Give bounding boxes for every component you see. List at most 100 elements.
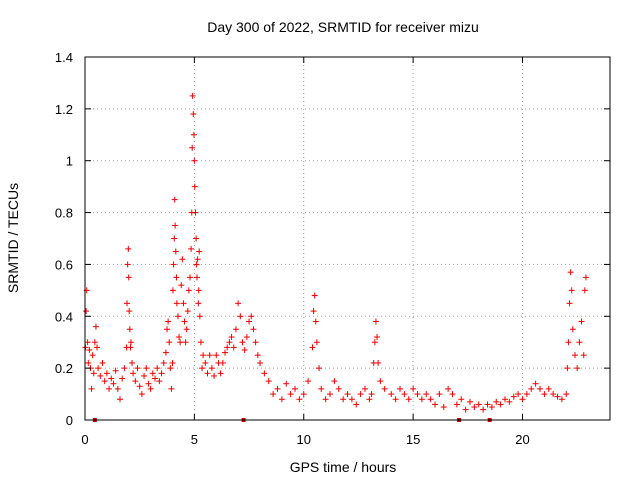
data-point	[467, 398, 473, 405]
data-point	[432, 401, 438, 408]
data-point	[149, 370, 156, 377]
data-point	[83, 308, 90, 315]
data-point	[171, 196, 178, 203]
data-point	[112, 367, 119, 374]
y-tick-label: 1.4	[55, 50, 73, 65]
data-point	[125, 274, 132, 281]
data-point	[502, 396, 508, 403]
data-point	[397, 385, 403, 392]
data-point	[554, 393, 561, 400]
data-point	[170, 261, 177, 268]
data-point	[305, 378, 312, 385]
data-point	[89, 352, 96, 359]
data-point	[537, 385, 543, 392]
data-point	[181, 318, 188, 325]
data-point	[445, 385, 452, 392]
data-point	[184, 308, 191, 315]
data-point	[523, 391, 530, 398]
data-point	[274, 385, 281, 392]
data-point	[191, 183, 198, 190]
data-point	[126, 308, 133, 315]
data-point	[106, 385, 113, 392]
data-point	[132, 378, 139, 385]
data-point	[193, 261, 200, 268]
data-point	[292, 385, 298, 392]
data-point	[138, 391, 145, 398]
data-point	[222, 349, 228, 356]
data-point	[224, 344, 231, 351]
data-point	[176, 334, 183, 341]
y-tick-label: 0.4	[55, 309, 73, 324]
data-point	[381, 385, 388, 392]
data-point	[219, 359, 226, 366]
data-point	[510, 393, 517, 400]
data-point	[95, 365, 102, 372]
data-point	[228, 334, 235, 341]
data-point	[126, 326, 133, 333]
data-point	[160, 359, 167, 366]
data-point	[208, 365, 215, 372]
data-point	[327, 391, 333, 398]
data-point	[168, 385, 175, 392]
data-point	[484, 401, 491, 408]
data-point	[197, 339, 204, 346]
data-point	[480, 406, 487, 413]
data-point	[574, 365, 581, 372]
data-point	[287, 391, 294, 398]
data-point	[344, 391, 351, 398]
x-tick-label: 20	[515, 432, 529, 447]
data-point	[545, 385, 552, 392]
data-point	[129, 359, 136, 366]
data-point	[374, 334, 381, 341]
data-point	[581, 287, 588, 294]
data-point	[188, 245, 195, 252]
data-point	[164, 326, 171, 333]
data-point	[145, 380, 152, 387]
data-point	[117, 396, 123, 403]
data-point	[568, 287, 575, 294]
data-point	[427, 396, 434, 403]
data-point	[194, 274, 200, 281]
data-point	[147, 385, 154, 392]
data-point	[124, 261, 131, 268]
data-point	[172, 248, 179, 255]
data-point	[86, 346, 93, 353]
data-point	[564, 365, 571, 372]
data-point	[265, 378, 272, 385]
data-point	[353, 401, 360, 408]
data-point	[572, 352, 578, 359]
data-point	[173, 300, 180, 307]
data-point	[248, 313, 255, 320]
data-point	[270, 391, 277, 398]
data-point	[488, 404, 495, 411]
data-point	[165, 318, 172, 325]
data-point	[372, 318, 379, 325]
data-point	[124, 300, 130, 307]
data-point	[162, 349, 169, 356]
data-point	[278, 396, 285, 403]
axis-ticks	[84, 56, 610, 421]
data-point	[368, 391, 375, 398]
data-point	[566, 300, 573, 307]
data-point	[182, 339, 189, 346]
data-point	[206, 352, 213, 359]
data-point	[97, 372, 104, 379]
data-point	[257, 359, 263, 366]
data-point	[169, 287, 176, 294]
data-point	[541, 391, 548, 398]
data-point	[199, 365, 206, 372]
data-point	[567, 269, 574, 276]
data-point	[371, 339, 378, 346]
data-point	[322, 396, 329, 403]
data-point	[569, 326, 576, 333]
data-point	[180, 300, 187, 307]
data-point	[191, 157, 198, 164]
data-point	[127, 344, 134, 351]
data-point	[213, 352, 220, 359]
data-point	[401, 391, 408, 398]
y-tick-label: 0.6	[55, 257, 73, 272]
data-point	[310, 308, 317, 315]
data-point	[202, 359, 209, 366]
data-point	[312, 318, 319, 325]
